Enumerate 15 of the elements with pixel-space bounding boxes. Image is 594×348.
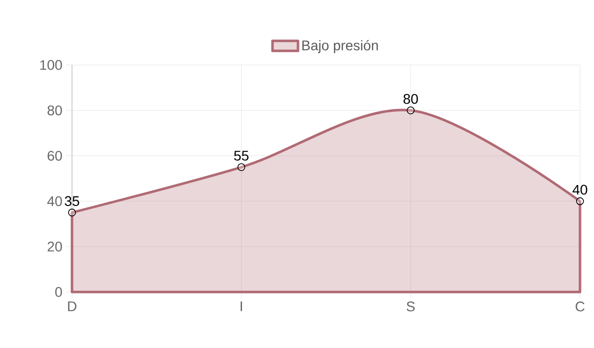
- y-tick-label: 0: [55, 287, 62, 297]
- data-label: 40: [572, 184, 588, 195]
- data-label: 35: [64, 196, 80, 206]
- x-tick-label: C: [576, 302, 585, 312]
- y-tick-label: 80: [48, 105, 62, 116]
- y-tick-label: 40: [47, 196, 62, 206]
- y-tick-label: 60: [48, 150, 62, 161]
- y-tick-label: 100: [40, 60, 62, 70]
- x-tick-label: I: [240, 302, 242, 312]
- x-tick-label: D: [68, 302, 76, 312]
- data-label: 80: [404, 94, 418, 104]
- data-label: 55: [234, 150, 249, 161]
- x-tick-label: S: [406, 302, 415, 312]
- y-tick-label: 20: [48, 242, 62, 252]
- legend-label: Bajo presión: [302, 40, 378, 54]
